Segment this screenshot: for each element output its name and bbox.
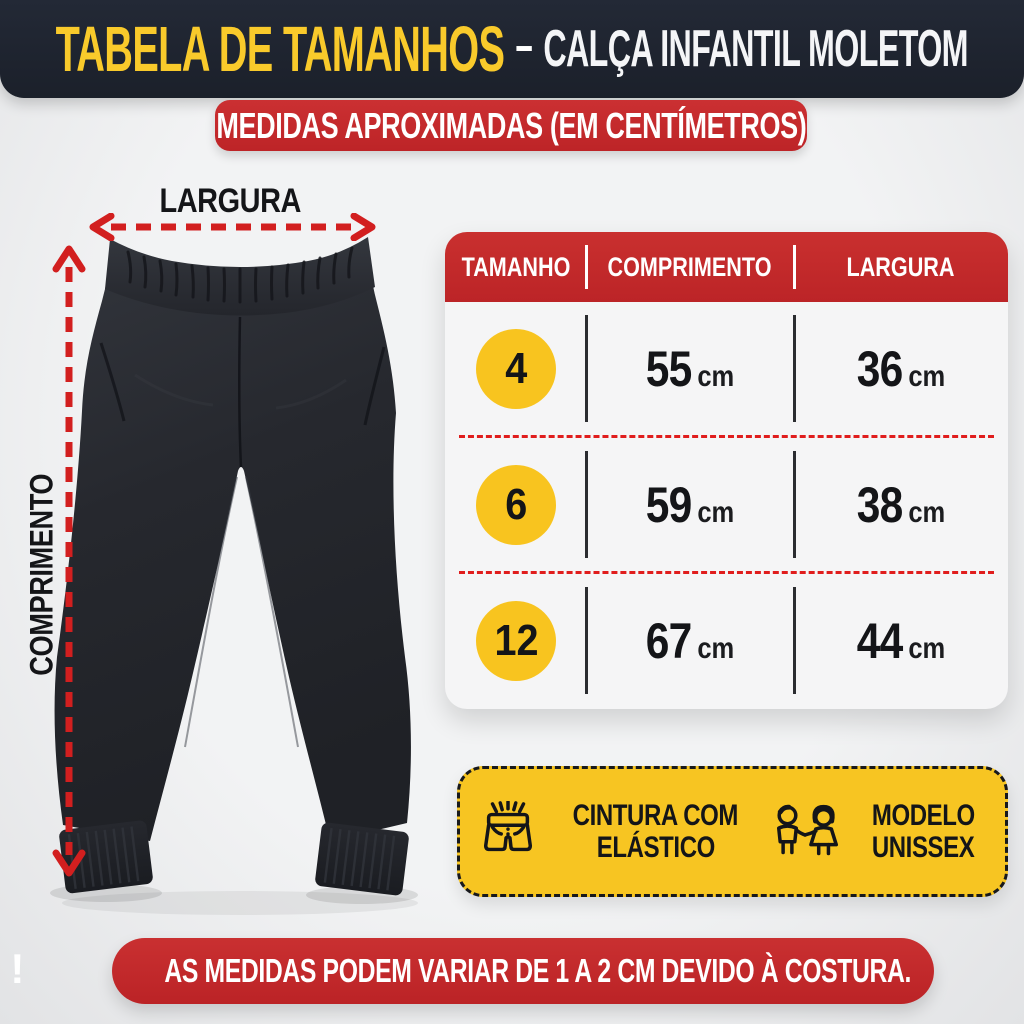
page-title: TABELA DE TAMANHOS: [55, 13, 505, 85]
size-badge: 4: [476, 328, 556, 409]
value-comprimento: 59 cm: [645, 476, 735, 533]
size-table: TAMANHO COMPRIMENTO LARGURA 4 55 cm 36 cm …: [445, 232, 1008, 709]
column-divider: [585, 587, 588, 694]
header-divider: [585, 245, 588, 289]
size-badge: 12: [476, 600, 556, 681]
row-divider: [459, 571, 994, 574]
column-header-comprimento: COMPRIMENTO: [607, 251, 772, 282]
exclamation-icon: !: [10, 945, 25, 992]
table-header: TAMANHO COMPRIMENTO LARGURA: [445, 232, 1008, 302]
size-badge: 6: [476, 464, 556, 545]
column-header-largura: LARGURA: [846, 251, 955, 282]
column-divider: [793, 587, 796, 694]
value-comprimento: 67 cm: [645, 612, 735, 669]
unisex-kids-icon: [777, 804, 839, 855]
value-comprimento: 55 cm: [645, 340, 735, 397]
feature-unisex: MODELO UNISSEX: [768, 798, 988, 864]
measure-banner: MEDIDAS APROXIMADAS (EM CENTÍMETROS): [215, 100, 807, 151]
footer-note-text: AS MEDIDAS PODEM VARIAR DE 1 A 2 CM DEVI…: [164, 952, 912, 989]
header-divider: [793, 245, 796, 289]
column-divider: [585, 315, 588, 422]
page-subtitle: CALÇA INFANTIL MOLETOM: [543, 20, 969, 78]
column-header-tamanho: TAMANHO: [461, 251, 571, 282]
footer-note: ! AS MEDIDAS PODEM VARIAR DE 1 A 2 CM DE…: [10, 938, 934, 1004]
width-label-text: LARGURA: [159, 182, 301, 220]
page-title-line: TABELA DE TAMANHOS – CALÇA INFANTIL MOLE…: [55, 12, 969, 86]
elastic-waistband-icon: [484, 800, 533, 851]
column-divider: [585, 451, 588, 558]
value-largura: 36 cm: [856, 340, 945, 397]
feature-elastic-waist: CINTURA COM ELÁSTICO: [477, 798, 759, 864]
value-largura: 38 cm: [856, 476, 945, 533]
title-dash: –: [515, 17, 533, 73]
features-banner: CINTURA COM ELÁSTICO MODELO UNISSEX: [457, 766, 1008, 897]
feature-label: MODELO UNISSEX: [871, 798, 975, 864]
measure-banner-label: MEDIDAS APROXIMADAS (EM CENTÍMETROS): [215, 104, 807, 146]
column-divider: [793, 451, 796, 558]
width-arrow: [89, 213, 376, 241]
row-divider: [459, 435, 994, 438]
table-row: 12 67 cm 44 cm: [445, 574, 1008, 707]
column-divider: [793, 315, 796, 422]
table-row: 4 55 cm 36 cm: [445, 302, 1008, 435]
feature-label: CINTURA COM ELÁSTICO: [572, 798, 739, 864]
table-row: 6 59 cm 38 cm: [445, 438, 1008, 571]
width-label: LARGURA: [118, 182, 342, 221]
length-arrow: [52, 245, 86, 877]
value-largura: 44 cm: [856, 612, 945, 669]
pants-photo: [50, 237, 418, 915]
header-banner: TABELA DE TAMANHOS – CALÇA INFANTIL MOLE…: [0, 0, 1024, 98]
